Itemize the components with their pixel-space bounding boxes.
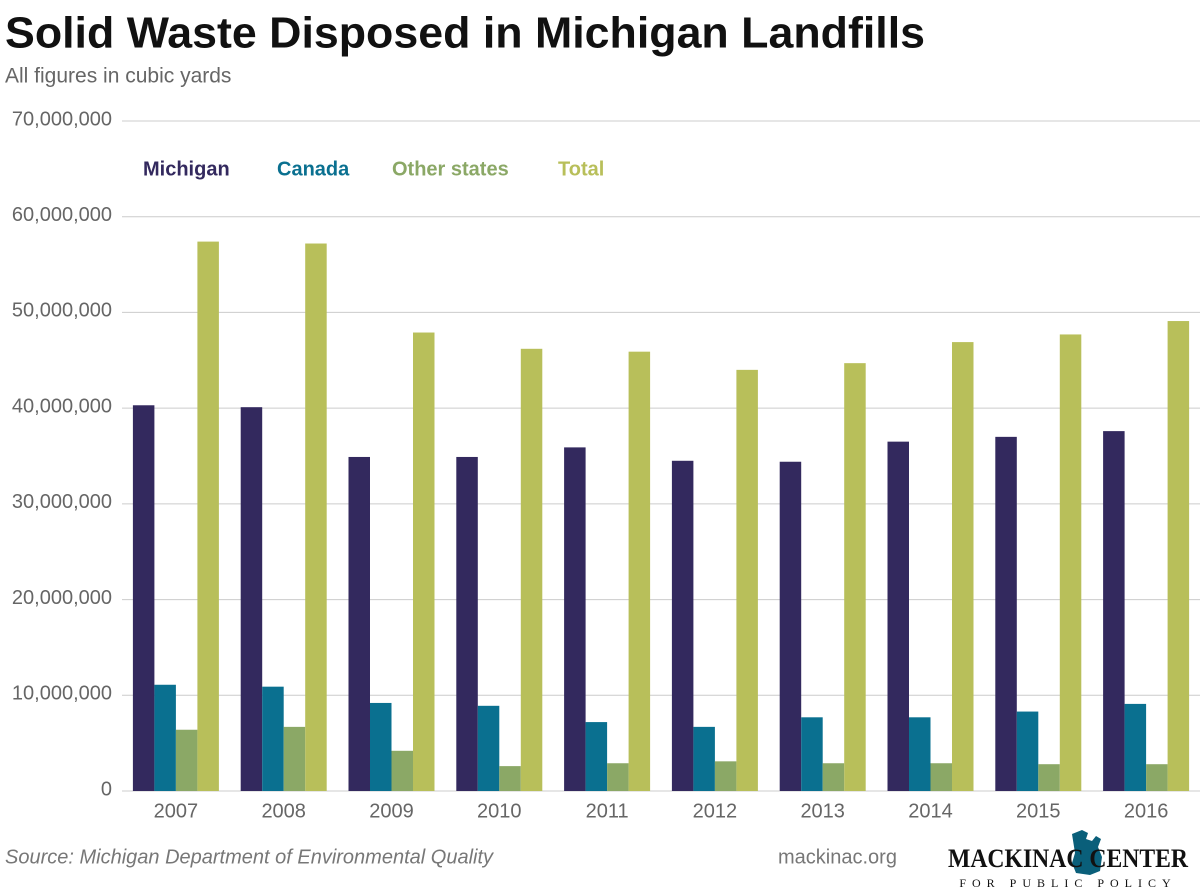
legend-entry: Total — [558, 158, 604, 180]
legend-entry: Other states — [392, 158, 509, 180]
bar — [930, 763, 952, 791]
x-tick-label: 2013 — [800, 800, 845, 822]
bar — [305, 243, 327, 791]
bar — [1016, 711, 1039, 791]
bar — [262, 686, 284, 791]
bar — [1167, 321, 1190, 791]
y-tick-label: 50,000,000 — [12, 300, 112, 322]
x-tick-label: 2012 — [693, 800, 738, 822]
y-tick-label: 70,000,000 — [12, 108, 112, 130]
x-tick-label: 2016 — [1124, 800, 1169, 822]
source: Source: Michigan Department of Environme… — [5, 846, 494, 868]
bar — [240, 407, 263, 791]
bar — [154, 684, 176, 791]
bar — [283, 726, 306, 791]
y-tick-label: 40,000,000 — [12, 395, 112, 417]
bar — [197, 241, 219, 792]
bar — [132, 405, 155, 791]
logo-tagline: FOR PUBLIC POLICY — [959, 876, 1176, 890]
chart-title: Solid Waste Disposed in Michigan Landfil… — [5, 9, 925, 58]
x-tick-label: 2009 — [369, 800, 414, 822]
legend-entry: Canada — [277, 158, 350, 180]
y-tick-label: 20,000,000 — [12, 587, 112, 609]
x-tick-label: 2008 — [261, 800, 306, 822]
x-tick-label: 2014 — [908, 800, 953, 822]
bar — [564, 447, 586, 791]
bar — [887, 441, 909, 791]
bar — [348, 456, 370, 791]
y-tick-label: 0 — [101, 778, 112, 800]
bar — [370, 702, 392, 791]
bar — [671, 460, 694, 791]
bar — [1146, 764, 1168, 791]
bar — [801, 717, 823, 791]
bar — [456, 456, 478, 791]
y-tick-label: 10,000,000 — [12, 683, 112, 705]
x-tick-label: 2010 — [477, 800, 522, 822]
bar — [520, 348, 543, 791]
y-tick-label: 60,000,000 — [12, 204, 112, 226]
bar — [1038, 764, 1060, 791]
logo-icon — [1072, 830, 1102, 875]
bar — [607, 763, 629, 791]
x-tick-label: 2011 — [586, 800, 629, 822]
bar — [822, 763, 845, 791]
bar — [585, 722, 608, 791]
y-tick-label: 30,000,000 — [12, 491, 112, 513]
bar — [499, 766, 521, 791]
chart-subtitle: All figures in cubic yards — [5, 65, 231, 88]
bar — [413, 332, 435, 791]
bar — [1103, 431, 1125, 791]
x-tick-label: 2015 — [1016, 800, 1061, 822]
bar — [477, 705, 500, 791]
bar — [844, 363, 866, 791]
bar — [391, 750, 413, 791]
bar — [779, 461, 802, 791]
bar — [952, 342, 974, 791]
bar — [995, 436, 1017, 791]
credit: mackinac.org — [778, 846, 897, 868]
bar — [175, 729, 198, 791]
bar — [909, 717, 931, 791]
bar — [1124, 703, 1147, 791]
legend-entry: Michigan — [143, 158, 230, 180]
bar — [693, 726, 715, 791]
logo-name: MACKINAC CENTER — [948, 844, 1188, 873]
bar — [1059, 334, 1082, 791]
bar — [736, 369, 758, 791]
x-tick-label: 2007 — [154, 800, 199, 822]
bar — [628, 351, 651, 791]
bar — [714, 761, 737, 791]
